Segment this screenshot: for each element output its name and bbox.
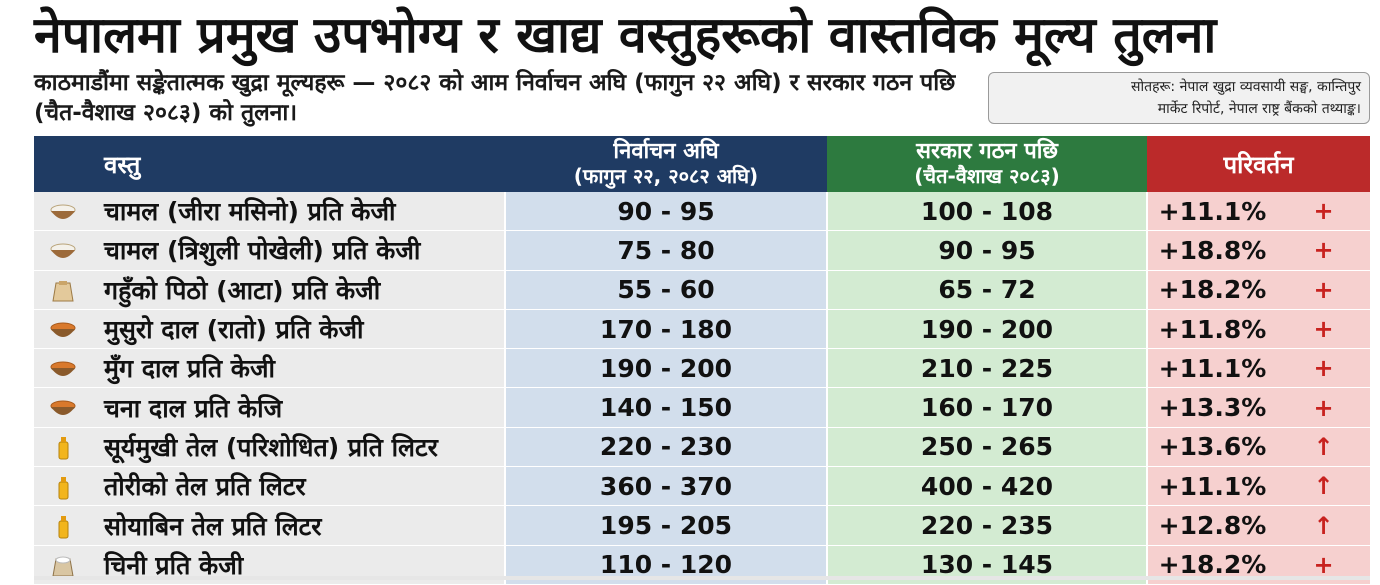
flour-sack-icon [48, 275, 78, 304]
header-after-sub: (चैत-वैशाख २०८३) [914, 164, 1060, 188]
sugar-sack-icon [48, 550, 78, 579]
increase-icon: + [1277, 230, 1371, 271]
price-after: 160 - 170 [826, 387, 1147, 428]
item-name: तोरीको तेल प्रति लिटर [92, 466, 505, 507]
price-after: 400 - 420 [826, 466, 1147, 507]
source-line-1: सोतहरू: नेपाल खुद्रा व्यवसायी सङ्घ, कान्… [1131, 79, 1361, 95]
increase-icon: + [1277, 270, 1371, 310]
price-after: 65 - 72 [826, 270, 1147, 310]
lentil-bowl-icon [48, 315, 78, 344]
header-after-label: सरकार गठन पछि [916, 139, 1058, 164]
item-name: सोयाबिन तेल प्रति लिटर [92, 505, 505, 546]
change-percent: +12.8% [1146, 505, 1277, 546]
oil-bottle-icon [48, 432, 78, 461]
table-row: चामल (जीरा मसिनो) प्रति केजी 90 - 95 100 -… [34, 192, 1371, 232]
increase-icon: + [1277, 192, 1371, 232]
item-name: गहुँको पिठो (आटा) प्रति केजी [92, 270, 505, 310]
increase-icon: ↑ [1277, 505, 1371, 546]
source-note: सोतहरू: नेपाल खुद्रा व्यवसायी सङ्घ, कान्… [988, 72, 1370, 124]
increase-icon: ↑ [1277, 466, 1371, 507]
item-name: मुँग दाल प्रति केजी [92, 348, 505, 389]
header-change: परिवर्तन [1147, 136, 1371, 192]
table-header-row: वस्तु निर्वाचन अघि (फागुन २२, २०८२ अघि) … [34, 136, 1371, 192]
item-name: सूर्यमुखी तेल (परिशोधित) प्रति लिटर [92, 427, 505, 468]
oil-bottle-icon [48, 472, 78, 501]
table-row: मुँग दाल प्रति केजी 190 - 200 210 - 225 +11… [34, 348, 1371, 389]
price-after: 220 - 235 [826, 505, 1147, 546]
change-percent: +13.3% [1146, 387, 1277, 428]
change-percent: +11.1% [1146, 192, 1277, 232]
change-percent: +13.6% [1146, 427, 1277, 468]
header-before-label: निर्वाचन अघि [613, 139, 719, 164]
rice-bowl-icon [48, 236, 78, 265]
price-before: 195 - 205 [504, 505, 827, 546]
price-before: 220 - 230 [504, 427, 827, 468]
table-row: सोयाबिन तेल प्रति लिटर 195 - 205 220 - 235… [34, 505, 1371, 546]
price-before: 190 - 200 [504, 348, 827, 389]
change-percent: +18.8% [1146, 230, 1277, 271]
table-row: मुसुरो दाल (रातो) प्रति केजी 170 - 180 190… [34, 309, 1371, 350]
price-before: 360 - 370 [504, 466, 827, 507]
header-item: वस्तु [92, 136, 505, 192]
table-row: सूर्यमुखी तेल (परिशोधित) प्रति लिटर 220 -… [34, 427, 1371, 468]
price-after: 100 - 108 [826, 192, 1147, 232]
header-after: सरकार गठन पछि (चैत-वैशाख २०८३) [827, 136, 1147, 192]
increase-icon: + [1277, 309, 1371, 350]
change-percent: +18.2% [1146, 270, 1277, 310]
table-row: गहुँको पिठो (आटा) प्रति केजी 55 - 60 65 - … [34, 270, 1371, 310]
price-after: 90 - 95 [826, 230, 1147, 271]
header-before: निर्वाचन अघि (फागुन २२, २०८२ अघि) [505, 136, 827, 192]
change-percent: +11.1% [1146, 466, 1277, 507]
table-row: तोरीको तेल प्रति लिटर 360 - 370 400 - 420 +… [34, 466, 1371, 507]
change-percent: +11.8% [1146, 309, 1277, 350]
page-subtitle: काठमाडौंमा सङ्केतात्मक खुद्रा मूल्यहरू —… [34, 70, 956, 126]
item-name: चामल (त्रिशुली पोखेली) प्रति केजी [92, 230, 505, 271]
increase-icon: + [1277, 348, 1371, 389]
price-before: 140 - 150 [504, 387, 827, 428]
price-comparison-table: वस्तु निर्वाचन अघि (फागुन २२, २०८२ अघि) … [34, 136, 1371, 585]
table-row: चामल (त्रिशुली पोखेली) प्रति केजी 75 - 80… [34, 230, 1371, 271]
price-after: 210 - 225 [826, 348, 1147, 389]
price-after: 250 - 265 [826, 427, 1147, 468]
change-percent: +11.1% [1146, 348, 1277, 389]
price-before: 55 - 60 [504, 270, 827, 310]
price-before: 75 - 80 [504, 230, 827, 271]
item-name: चना दाल प्रति केजि [92, 387, 505, 428]
page-title: नेपालमा प्रमुख उपभोग्य र खाद्य वस्तुहरूक… [34, 6, 1217, 64]
increase-icon: + [1277, 387, 1371, 428]
oil-bottle-icon [48, 511, 78, 540]
price-before: 90 - 95 [504, 192, 827, 232]
increase-icon: ↑ [1277, 427, 1371, 468]
price-after: 190 - 200 [826, 309, 1147, 350]
lentil-bowl-icon [48, 354, 78, 383]
rice-bowl-icon [48, 197, 78, 226]
table-bottom-edge [34, 576, 1370, 580]
header-before-sub: (फागुन २२, २०८२ अघि) [573, 164, 759, 188]
lentil-bowl-icon [48, 393, 78, 422]
item-name: चामल (जीरा मसिनो) प्रति केजी [92, 192, 505, 232]
source-line-2: मार्केट रिपोर्ट, नेपाल राष्ट्र बैंकको तथ… [1157, 101, 1361, 117]
table-row: चना दाल प्रति केजि 140 - 150 160 - 170 +13.… [34, 387, 1371, 428]
header-icon-column [34, 136, 92, 192]
item-name: मुसुरो दाल (रातो) प्रति केजी [92, 309, 505, 350]
price-before: 170 - 180 [504, 309, 827, 350]
